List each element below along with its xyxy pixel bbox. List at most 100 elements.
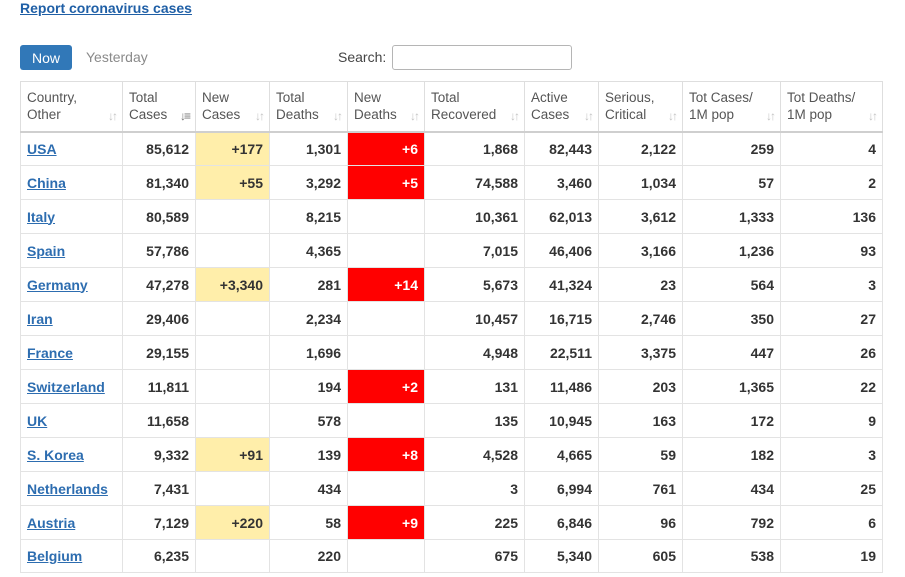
country-cell: Switzerland: [20, 369, 123, 404]
column-header-cases-per-1m[interactable]: Tot Cases/1M pop ↓↑: [682, 81, 781, 133]
total-recovered-cell: 10,457: [424, 301, 525, 336]
column-header-line2: Cases: [129, 107, 168, 123]
country-link[interactable]: Belgium: [27, 548, 83, 564]
column-header-line2: Deaths: [354, 107, 397, 123]
country-link[interactable]: China: [27, 174, 66, 191]
active-cases-cell: 10,945: [524, 403, 599, 438]
deaths-per-1m-cell: 93: [780, 233, 883, 268]
country-cell: Italy: [20, 199, 123, 234]
total-recovered-cell: 7,015: [424, 233, 525, 268]
column-header-serious-critical[interactable]: Serious, Critical ↓↑: [598, 81, 683, 133]
sort-arrows-icon: ↓↑: [333, 108, 343, 123]
new-deaths-cell: [347, 403, 425, 438]
country-link[interactable]: Spain: [27, 242, 66, 259]
column-header-country[interactable]: Country, Other ↓↑: [20, 81, 123, 133]
column-header-total-cases[interactable]: Total Cases ↓≡: [122, 81, 196, 133]
deaths-per-1m-cell: 27: [780, 301, 883, 336]
column-header-total-deaths[interactable]: Total Deaths ↓↑: [269, 81, 348, 133]
country-link[interactable]: Netherlands: [27, 480, 108, 497]
table-row: UK 11,658 578 135 10,945 163 172 9: [20, 403, 883, 438]
new-cases-cell: [195, 233, 270, 268]
new-deaths-cell: [347, 199, 425, 234]
country-link[interactable]: Iran: [27, 310, 53, 327]
new-cases-cell: [195, 403, 270, 438]
total-deaths-cell: 3,292: [269, 165, 348, 200]
country-link[interactable]: France: [27, 344, 73, 361]
new-deaths-cell: [347, 301, 425, 336]
column-header-new-cases[interactable]: New Cases ↓↑: [195, 81, 270, 133]
country-link[interactable]: Switzerland: [27, 378, 105, 395]
yesterday-tab-button[interactable]: Yesterday: [86, 49, 148, 65]
report-cases-link[interactable]: Report coronavirus cases: [20, 0, 192, 16]
total-deaths-cell: 2,234: [269, 301, 348, 336]
column-header-line2: Cases: [202, 107, 241, 123]
active-cases-cell: 4,665: [524, 437, 599, 472]
total-deaths-cell: 220: [269, 539, 348, 573]
new-deaths-cell: [347, 471, 425, 506]
serious-critical-cell: 605: [598, 539, 683, 573]
total-cases-cell: 80,589: [122, 199, 196, 234]
total-deaths-cell: 1,301: [269, 131, 348, 166]
sort-descending-icon: ↓≡: [179, 108, 191, 123]
country-cell: USA: [20, 131, 123, 166]
country-link[interactable]: Germany: [27, 276, 88, 293]
total-cases-cell: 11,658: [122, 403, 196, 438]
total-deaths-cell: 58: [269, 505, 348, 540]
cases-per-1m-cell: 434: [682, 471, 781, 506]
total-deaths-cell: 194: [269, 369, 348, 404]
new-cases-cell: +177: [195, 131, 270, 166]
table-body: USA 85,612 +177 1,301 +6 1,868 82,443 2,122 259 4…: [20, 131, 883, 573]
country-link[interactable]: Italy: [27, 208, 56, 225]
country-link[interactable]: UK: [27, 412, 48, 429]
table-row: China 81,340 +55 3,292 +5 74,588 3,460 1,034 57 2: [20, 165, 883, 200]
country-link[interactable]: USA: [27, 140, 57, 157]
country-cell: Austria: [20, 505, 123, 540]
new-cases-cell: [195, 335, 270, 370]
total-recovered-cell: 3: [424, 471, 525, 506]
column-header-active-cases[interactable]: Active Cases ↓↑: [524, 81, 599, 133]
serious-critical-cell: 203: [598, 369, 683, 404]
active-cases-cell: 46,406: [524, 233, 599, 268]
table-row: S. Korea 9,332 +91 139 +8 4,528 4,665 59 182 3: [20, 437, 883, 472]
cases-per-1m-cell: 564: [682, 267, 781, 302]
sort-arrows-icon: ↓↑: [108, 108, 118, 123]
country-link[interactable]: S. Korea: [27, 446, 84, 463]
total-recovered-cell: 675: [424, 539, 525, 573]
cases-per-1m-cell: 259: [682, 131, 781, 166]
column-header-line1: New: [354, 90, 382, 106]
total-cases-cell: 57,786: [122, 233, 196, 268]
total-cases-cell: 85,612: [122, 131, 196, 166]
deaths-per-1m-cell: 22: [780, 369, 883, 404]
country-cell: Netherlands: [20, 471, 123, 506]
table-row: Spain 57,786 4,365 7,015 46,406 3,166 1,236 93: [20, 233, 883, 268]
new-cases-cell: [195, 301, 270, 336]
new-cases-cell: +55: [195, 165, 270, 200]
total-cases-cell: 6,235: [122, 539, 196, 573]
cases-per-1m-cell: 792: [682, 505, 781, 540]
search-input[interactable]: [392, 45, 572, 70]
total-deaths-cell: 434: [269, 471, 348, 506]
total-recovered-cell: 5,673: [424, 267, 525, 302]
column-header-line1: Country,: [27, 90, 78, 106]
cases-per-1m-cell: 447: [682, 335, 781, 370]
column-header-line1: Tot Deaths/: [787, 90, 856, 106]
column-header-deaths-per-1m[interactable]: Tot Deaths/1M pop ↓↑: [780, 81, 883, 133]
column-header-total-recovered[interactable]: Total Recovered ↓↑: [424, 81, 525, 133]
active-cases-cell: 5,340: [524, 539, 599, 573]
column-header-new-deaths[interactable]: New Deaths ↓↑: [347, 81, 425, 133]
now-tab-button[interactable]: Now: [20, 45, 72, 70]
country-link[interactable]: Austria: [27, 514, 76, 531]
column-header-line2: Critical: [605, 107, 647, 123]
new-deaths-cell: +9: [347, 505, 425, 540]
table-row: Switzerland 11,811 194 +2 131 11,486 203 1,365 2…: [20, 369, 883, 404]
serious-critical-cell: 3,612: [598, 199, 683, 234]
column-header-line1: Total: [129, 90, 158, 106]
total-deaths-cell: 8,215: [269, 199, 348, 234]
sort-arrows-icon: ↓↑: [510, 108, 520, 123]
serious-critical-cell: 23: [598, 267, 683, 302]
total-cases-cell: 29,155: [122, 335, 196, 370]
total-recovered-cell: 1,868: [424, 131, 525, 166]
total-cases-cell: 29,406: [122, 301, 196, 336]
sort-arrows-icon: ↓↑: [584, 108, 594, 123]
deaths-per-1m-cell: 4: [780, 131, 883, 166]
